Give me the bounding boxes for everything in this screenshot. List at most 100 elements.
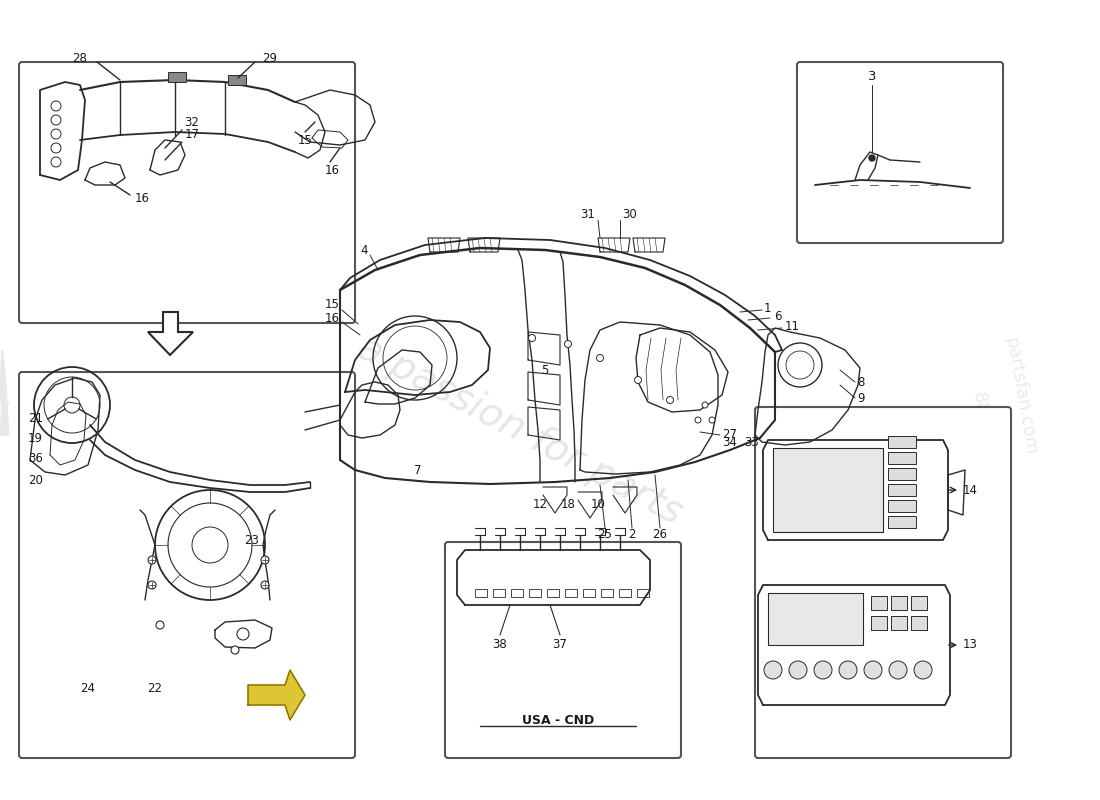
Circle shape [914, 661, 932, 679]
Circle shape [695, 417, 701, 423]
Text: 21: 21 [28, 411, 43, 425]
Bar [891, 596, 908, 610]
Polygon shape [0, 350, 9, 404]
Text: 16: 16 [134, 191, 150, 205]
Bar [888, 516, 916, 528]
Circle shape [231, 646, 239, 654]
Text: USA - CND: USA - CND [521, 714, 594, 726]
Text: 23: 23 [244, 534, 260, 546]
Text: 5: 5 [541, 363, 549, 377]
Text: 1: 1 [764, 302, 771, 315]
Text: 16: 16 [324, 311, 340, 325]
Text: a passion for parts: a passion for parts [351, 328, 689, 532]
Circle shape [839, 661, 857, 679]
Circle shape [528, 334, 536, 342]
Circle shape [889, 661, 908, 679]
Text: 30: 30 [621, 209, 637, 222]
Polygon shape [0, 368, 9, 435]
Text: 27: 27 [722, 429, 737, 442]
Bar [768, 593, 864, 645]
Bar [565, 589, 578, 597]
Text: 24: 24 [80, 682, 96, 694]
Text: 9: 9 [857, 391, 865, 405]
Bar [888, 436, 916, 448]
Polygon shape [248, 670, 305, 720]
Text: 17: 17 [185, 129, 199, 142]
Text: 7: 7 [415, 463, 421, 477]
Circle shape [635, 377, 641, 383]
Bar [493, 589, 505, 597]
Circle shape [710, 417, 715, 423]
Text: 31: 31 [580, 209, 595, 222]
Text: 28: 28 [73, 51, 87, 65]
Text: 4: 4 [361, 243, 368, 257]
Circle shape [667, 397, 673, 403]
Text: 11: 11 [785, 321, 800, 334]
Bar [529, 589, 541, 597]
Text: 25: 25 [597, 529, 613, 542]
Text: 20: 20 [28, 474, 43, 486]
Bar [888, 452, 916, 464]
Bar [601, 589, 613, 597]
Text: 22: 22 [147, 682, 163, 694]
Circle shape [261, 581, 270, 589]
Bar [619, 589, 631, 597]
Text: partsfan.com

88: partsfan.com 88 [960, 336, 1040, 464]
Text: 29: 29 [263, 51, 277, 65]
Text: 19: 19 [28, 431, 43, 445]
Circle shape [596, 354, 604, 362]
Circle shape [702, 402, 708, 408]
FancyBboxPatch shape [798, 62, 1003, 243]
Circle shape [864, 661, 882, 679]
Bar [168, 72, 186, 82]
Bar [871, 616, 887, 630]
Circle shape [261, 556, 270, 564]
Text: 37: 37 [552, 638, 568, 651]
Bar [773, 448, 883, 532]
Bar [888, 500, 916, 512]
Text: 26: 26 [652, 529, 668, 542]
Circle shape [764, 661, 782, 679]
Circle shape [148, 581, 156, 589]
Circle shape [789, 661, 807, 679]
Bar [583, 589, 595, 597]
Bar [475, 589, 487, 597]
Bar [888, 468, 916, 480]
FancyBboxPatch shape [446, 542, 681, 758]
Text: 14: 14 [962, 483, 978, 497]
Polygon shape [148, 312, 192, 355]
Bar [637, 589, 649, 597]
Text: 33: 33 [745, 435, 759, 449]
Text: 13: 13 [962, 638, 978, 651]
Bar [911, 596, 927, 610]
Circle shape [148, 556, 156, 564]
Circle shape [814, 661, 832, 679]
Text: 34: 34 [723, 435, 737, 449]
Text: 8: 8 [857, 375, 865, 389]
Bar [547, 589, 559, 597]
Text: 12: 12 [532, 498, 548, 511]
FancyBboxPatch shape [755, 407, 1011, 758]
Bar [512, 589, 522, 597]
Bar [891, 616, 908, 630]
Circle shape [156, 621, 164, 629]
FancyBboxPatch shape [19, 372, 355, 758]
Text: 3: 3 [868, 70, 877, 83]
Text: 2: 2 [628, 529, 636, 542]
FancyBboxPatch shape [19, 62, 355, 323]
Text: 38: 38 [493, 638, 507, 651]
Bar [871, 596, 887, 610]
Text: 36: 36 [28, 451, 43, 465]
Bar [911, 616, 927, 630]
Bar [228, 75, 246, 85]
Text: 32: 32 [185, 117, 199, 130]
Text: 18: 18 [561, 498, 575, 511]
Text: 15: 15 [326, 298, 340, 311]
Text: 10: 10 [591, 498, 605, 511]
Bar [888, 484, 916, 496]
Text: 15: 15 [298, 134, 312, 146]
Circle shape [869, 155, 874, 161]
Circle shape [564, 341, 572, 347]
Text: 16: 16 [324, 163, 340, 177]
Text: 6: 6 [774, 310, 781, 323]
